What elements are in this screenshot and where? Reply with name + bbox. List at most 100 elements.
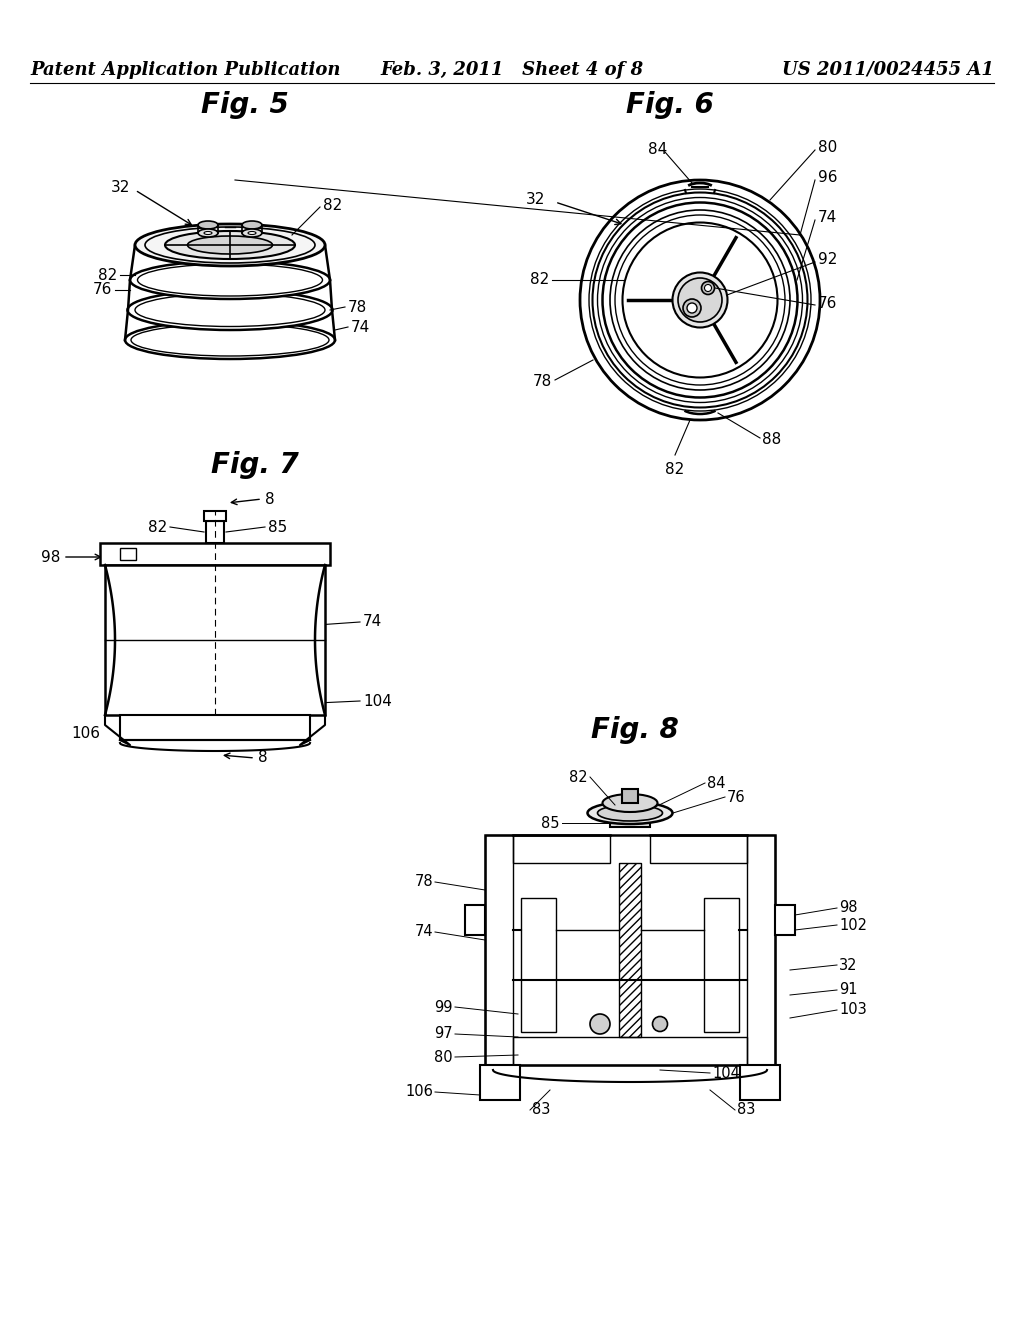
Text: 82: 82	[323, 198, 342, 213]
Text: US 2011/0024455 A1: US 2011/0024455 A1	[782, 61, 994, 79]
Text: 80: 80	[818, 140, 838, 156]
Text: 99: 99	[434, 999, 453, 1015]
Text: 83: 83	[737, 1102, 756, 1118]
Ellipse shape	[198, 228, 218, 238]
Ellipse shape	[242, 220, 262, 228]
Text: 83: 83	[532, 1102, 550, 1118]
Ellipse shape	[610, 210, 790, 389]
Ellipse shape	[687, 304, 697, 313]
Ellipse shape	[588, 803, 673, 824]
PathPatch shape	[105, 565, 325, 715]
Ellipse shape	[652, 1016, 668, 1031]
Ellipse shape	[165, 231, 295, 259]
Bar	[775, 906, 795, 935]
Text: 78: 78	[348, 300, 368, 314]
Text: 91: 91	[839, 982, 857, 998]
Text: 106: 106	[406, 1085, 433, 1100]
Text: 8: 8	[258, 751, 267, 766]
Ellipse shape	[125, 321, 335, 359]
Text: 76: 76	[727, 789, 745, 804]
Bar	[206, 521, 224, 543]
Bar	[513, 836, 610, 863]
Bar	[740, 1065, 780, 1100]
Text: 98: 98	[839, 900, 857, 916]
Bar	[521, 898, 556, 1032]
Ellipse shape	[701, 281, 715, 294]
Ellipse shape	[204, 231, 212, 235]
Bar	[513, 1038, 746, 1065]
Text: 74: 74	[818, 210, 838, 226]
Ellipse shape	[683, 300, 701, 317]
Bar	[485, 836, 775, 1065]
Text: 82: 82	[666, 462, 685, 477]
Ellipse shape	[589, 189, 811, 411]
Ellipse shape	[678, 279, 722, 322]
Text: Patent Application Publication: Patent Application Publication	[30, 61, 341, 79]
Text: 82: 82	[97, 268, 117, 282]
Bar	[513, 836, 610, 863]
Text: 106: 106	[71, 726, 100, 741]
Text: 76: 76	[818, 296, 838, 310]
Text: 74: 74	[351, 319, 371, 334]
Bar	[650, 836, 746, 863]
Text: 96: 96	[818, 170, 838, 186]
Text: 84: 84	[648, 143, 667, 157]
Text: 76: 76	[92, 282, 112, 297]
Text: 104: 104	[362, 693, 392, 709]
Ellipse shape	[187, 236, 272, 253]
Ellipse shape	[597, 805, 663, 821]
Text: 32: 32	[525, 193, 545, 207]
Ellipse shape	[623, 223, 777, 378]
Bar	[120, 715, 310, 741]
Ellipse shape	[248, 231, 256, 235]
Ellipse shape	[673, 272, 727, 327]
Bar	[618, 863, 641, 1038]
Text: 102: 102	[839, 917, 867, 932]
Text: 104: 104	[712, 1065, 740, 1081]
Ellipse shape	[128, 290, 333, 330]
Text: 98: 98	[41, 549, 60, 565]
Text: Fig. 5: Fig. 5	[201, 91, 289, 119]
Bar	[480, 1065, 520, 1100]
Text: 97: 97	[434, 1027, 453, 1041]
Bar	[513, 1038, 746, 1065]
Bar	[480, 1065, 520, 1100]
Bar	[521, 898, 556, 1032]
Ellipse shape	[590, 1014, 610, 1034]
Text: 82: 82	[529, 272, 549, 288]
Ellipse shape	[705, 285, 712, 292]
Text: 92: 92	[818, 252, 838, 268]
Ellipse shape	[602, 795, 657, 812]
Text: Fig. 7: Fig. 7	[211, 451, 299, 479]
Bar	[120, 548, 136, 560]
Bar	[705, 898, 739, 1032]
Ellipse shape	[580, 180, 820, 420]
Bar	[485, 836, 513, 1065]
Bar	[100, 543, 330, 565]
Bar	[610, 809, 650, 828]
Text: 103: 103	[839, 1002, 866, 1018]
Text: 84: 84	[707, 776, 725, 791]
Bar	[485, 836, 513, 1065]
Bar	[622, 789, 638, 803]
Bar	[746, 836, 775, 1065]
Text: 8: 8	[265, 491, 274, 507]
Bar	[746, 836, 775, 1065]
Text: 82: 82	[147, 520, 167, 535]
Ellipse shape	[602, 202, 798, 397]
Bar	[705, 898, 739, 1032]
Text: 32: 32	[839, 957, 857, 973]
Text: 82: 82	[569, 770, 588, 784]
Ellipse shape	[198, 220, 218, 228]
Bar	[618, 863, 641, 1038]
Bar	[204, 511, 226, 521]
Bar	[740, 1065, 780, 1100]
Text: Feb. 3, 2011   Sheet 4 of 8: Feb. 3, 2011 Sheet 4 of 8	[381, 61, 643, 79]
Bar	[465, 906, 485, 935]
Text: 74: 74	[362, 615, 382, 630]
Text: 78: 78	[532, 375, 552, 389]
Text: 78: 78	[415, 874, 433, 890]
Bar	[650, 836, 746, 863]
Ellipse shape	[130, 261, 330, 300]
Text: 74: 74	[415, 924, 433, 940]
